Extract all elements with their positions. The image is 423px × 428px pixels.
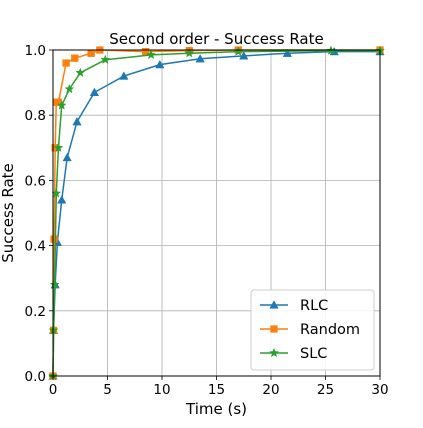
x-axis-label: Time (s) (185, 400, 247, 418)
y-tick-label: 0.0 (25, 369, 46, 385)
data-point (239, 51, 249, 60)
legend-item: RLC (260, 298, 328, 314)
legend-label: RLC (300, 298, 328, 314)
y-tick-label: 0.4 (25, 239, 46, 255)
data-point (48, 325, 59, 335)
data-point (75, 67, 86, 78)
x-tick-label: 15 (208, 382, 225, 398)
legend-item: SLC (260, 346, 327, 362)
legend-label: Random (300, 322, 360, 338)
y-tick-label: 0.6 (25, 173, 46, 189)
x-tick-label: 0 (49, 382, 58, 398)
data-point (155, 59, 165, 69)
legend-label: SLC (300, 346, 327, 362)
data-point (195, 54, 205, 63)
series-line-random (52, 49, 380, 377)
y-tick-label: 0.8 (25, 108, 46, 124)
y-axis-label: Success Rate (0, 163, 17, 263)
x-tick-label: 10 (153, 382, 170, 398)
chart-title: Second order - Success Rate (109, 30, 323, 48)
data-point (119, 71, 129, 80)
x-tick-label: 30 (371, 382, 388, 398)
y-tick-label: 0.2 (25, 304, 46, 320)
data-point (184, 48, 195, 58)
data-point (50, 235, 58, 243)
data-point (89, 87, 100, 96)
legend-marker (270, 325, 278, 333)
series-rlc (48, 46, 385, 380)
legend-item: Random (260, 322, 360, 338)
data-point (62, 152, 72, 162)
data-point (282, 48, 292, 57)
legend-marker (269, 300, 279, 309)
legend: RLC Random SLC (250, 289, 375, 371)
data-point (72, 117, 82, 126)
data-point (62, 59, 70, 67)
y-tick-label: 1.0 (25, 43, 46, 59)
x-tick-label: 25 (317, 382, 334, 398)
data-point (64, 83, 75, 94)
x-tick-label: 5 (103, 382, 112, 398)
data-point (87, 49, 95, 57)
series-line-slc (52, 49, 380, 377)
data-point (56, 100, 67, 110)
data-point (146, 49, 157, 60)
ticks-layer: 0 5 10 15 20 25 30 0.0 0.2 0.4 0.6 0.8 1.0 (25, 43, 389, 398)
data-point (100, 54, 111, 64)
data-point (71, 54, 79, 62)
legend-marker (269, 347, 279, 358)
data-point (49, 279, 60, 289)
x-tick-label: 20 (262, 382, 279, 398)
legend-box (250, 289, 375, 371)
data-point (57, 195, 67, 204)
data-point (53, 142, 64, 153)
